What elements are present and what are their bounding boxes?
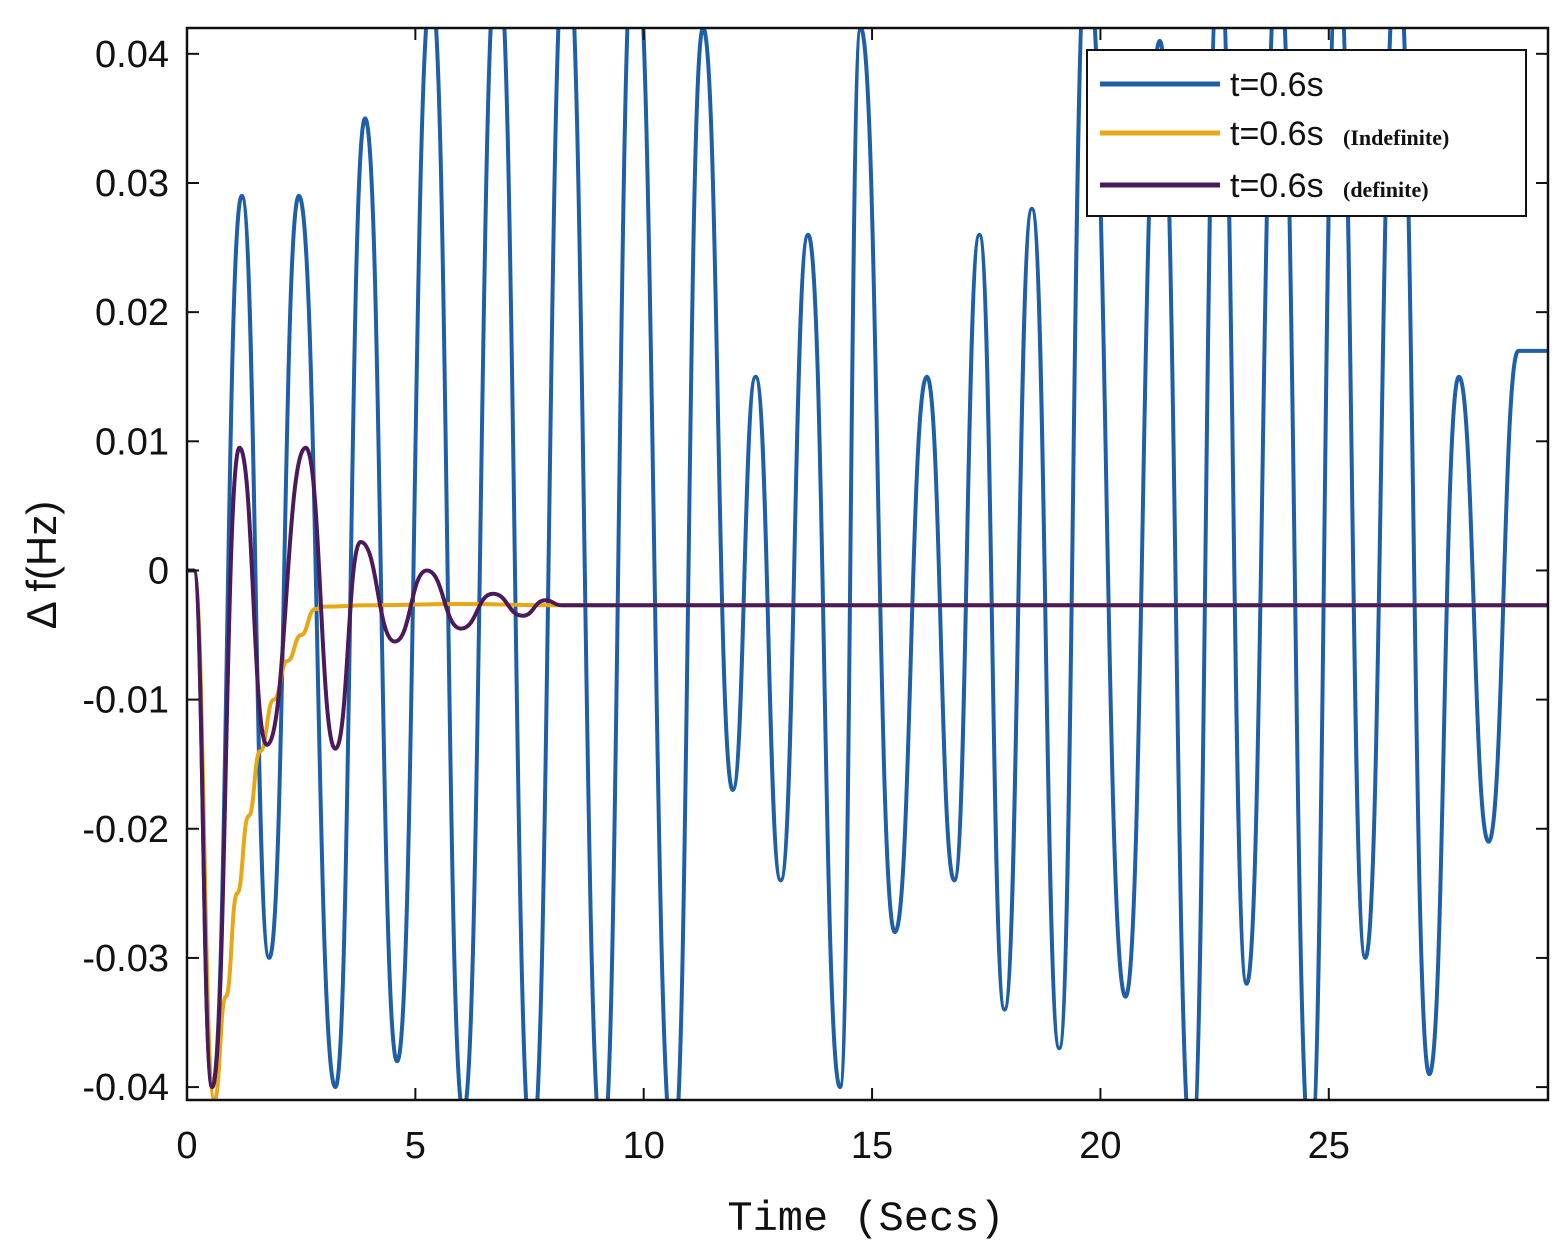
- x-tick-label: 25: [1308, 1125, 1350, 1167]
- legend-note-definite: (definite): [1343, 177, 1429, 202]
- y-tick-label: -0.02: [82, 809, 169, 851]
- series-line-t06s: [187, 28, 1548, 1100]
- legend: t=0.6s t=0.6s (Indefinite) t=0.6s (defin…: [1086, 49, 1527, 217]
- y-tick-label: -0.04: [82, 1067, 169, 1109]
- plot-frame: [185, 26, 1550, 1102]
- x-tick-label: 15: [851, 1125, 893, 1167]
- legend-label-definite: t=0.6s: [1230, 167, 1324, 205]
- y-tick-label: 0.04: [95, 34, 169, 76]
- y-tick-label: 0.01: [95, 421, 169, 463]
- legend-note-indefinite: (Indefinite): [1343, 125, 1449, 150]
- y-axis-label: Δ f(Hz): [18, 501, 65, 629]
- legend-label-indefinite: t=0.6s: [1230, 115, 1324, 153]
- x-tick-label: 10: [623, 1125, 665, 1167]
- x-tick-label: 0: [176, 1125, 197, 1167]
- x-tick-label: 5: [405, 1125, 426, 1167]
- y-tick-label: 0.03: [95, 163, 169, 205]
- x-tick-label: 20: [1079, 1125, 1121, 1167]
- y-tick-label: 0: [148, 550, 169, 592]
- legend-label-t06s: t=0.6s: [1230, 66, 1324, 104]
- series-line-definite: [187, 445, 1548, 1090]
- y-tick-label: 0.02: [95, 292, 169, 334]
- x-axis-label: Time (Secs): [727, 1195, 1004, 1243]
- y-tick-label: -0.03: [82, 938, 169, 980]
- y-tick-label: -0.01: [82, 680, 169, 722]
